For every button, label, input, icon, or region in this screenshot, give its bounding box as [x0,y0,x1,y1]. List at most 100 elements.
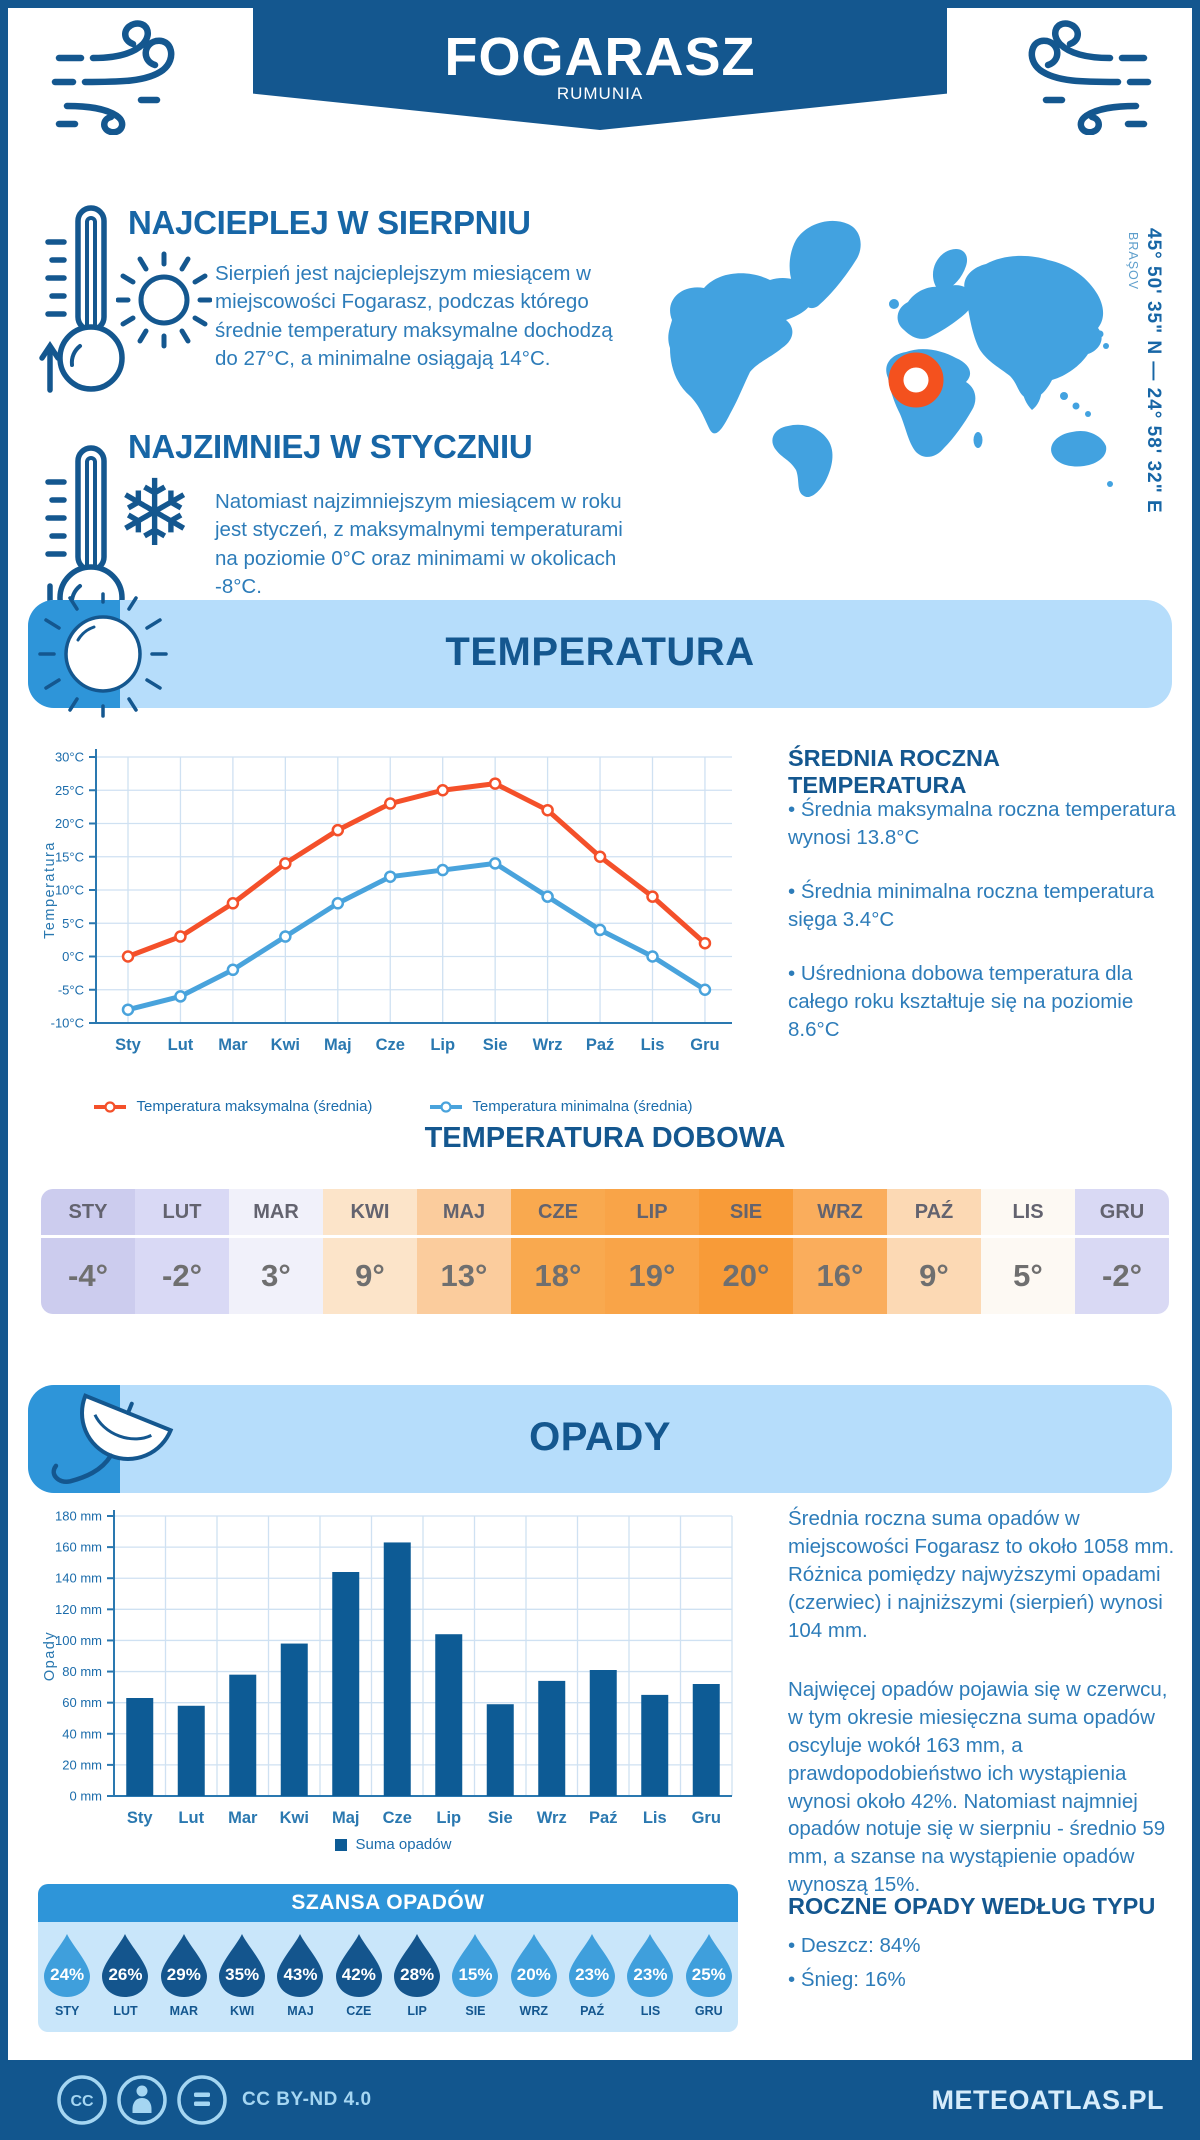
droplet-month: GRU [694,2004,723,2018]
table-month-header: LIS [981,1189,1075,1235]
droplet-month: SIE [465,2004,486,2018]
table-month-header: MAJ [417,1189,511,1235]
droplet-cell: 26% LUT [96,1922,154,2032]
data-point [174,930,187,943]
data-point [488,777,502,790]
data-point [226,963,240,977]
data-point [384,797,397,810]
table-month-header: STY [41,1189,135,1235]
droplet-percent: 23% [575,1965,610,1984]
umbrella-icon [51,1393,174,1485]
svg-text:-10°C: -10°C [51,1016,84,1031]
svg-text:180 mm: 180 mm [55,1509,102,1524]
svg-text:30°C: 30°C [55,750,84,765]
droplet-percent: 26% [108,1965,143,1984]
data-point [488,857,502,870]
data-point [593,923,607,937]
data-point [331,897,345,910]
droplet-cell: 23% LIS [621,1922,679,2032]
precipitation-chart: 0 mm 20 mm 40 mm 60 mm 80 mm 100 mm 120 mm 140 … [40,1500,745,1845]
svg-text:15°C: 15°C [55,849,84,864]
svg-text:0 mm: 0 mm [70,1789,103,1804]
droplet-month: PAŹ [580,2004,605,2018]
data-point [279,930,292,943]
table-month-header: PAŹ [887,1189,981,1235]
precip-chance-droplets: 24% STY 26% LUT 29% MAR 35% KWI 43% MAJ 42% CZE 28% L… [38,1922,738,2032]
droplet-cell: 25% GRU [680,1922,738,2032]
precip-paragraph: Najwięcej opadów pojawia się w czerwcu, … [788,1678,1168,1897]
svg-text:10°C: 10°C [55,883,84,898]
svg-text:Wrz: Wrz [537,1809,567,1827]
svg-text:100 mm: 100 mm [55,1633,102,1648]
table-temp-value: 13° [417,1235,511,1314]
annual-temp-bullet: • Średnia maksymalna roczna temperatura … [788,798,1176,849]
legend-marker [430,1100,463,1113]
svg-text:Cze: Cze [376,1036,405,1054]
bar [589,1670,617,1796]
droplet-icon [568,1934,615,1997]
svg-text:Paź: Paź [589,1809,617,1827]
droplet-cell: 15% SIE [446,1922,504,2032]
svg-text:Maj: Maj [332,1809,360,1827]
droplet-percent: 28% [400,1965,435,1984]
droplet-month: LUT [113,2004,138,2018]
annual-temp-heading: ŚREDNIA ROCZNA TEMPERATURA [788,745,1000,798]
svg-text:Lip: Lip [436,1809,461,1827]
line-series [125,781,708,959]
bar [383,1542,411,1796]
table-temp-value: 9° [887,1235,981,1314]
droplet-month: LIS [640,2004,661,2018]
legend-label: Suma opadów [355,1836,452,1853]
legend-item: Temperatura maksymalna (średnia) [92,1098,372,1115]
table-temp-value: 5° [981,1235,1075,1314]
bar [435,1634,463,1796]
precip-type-bullet: • Śnieg: 16% [788,1968,906,1991]
svg-text:CC: CC [70,2093,94,2110]
legend-item: Suma opadów [334,1836,452,1853]
page-subtitle: RUMUNIA [556,84,644,103]
droplet-percent: 15% [458,1965,493,1984]
data-point [174,990,187,1003]
legend-label: Temperatura minimalna (średnia) [472,1098,693,1115]
svg-text:Maj: Maj [324,1036,352,1054]
table-temp-value: 3° [229,1235,323,1314]
precip-chance-box: SZANSA OPADÓW 24% STY 26% LUT 29% MAR 35% KWI 43… [38,1884,738,2032]
droplet-percent: 35% [225,1965,260,1984]
droplet-cell: 28% LIP [388,1922,446,2032]
table-month-header: KWI [323,1189,417,1235]
droplet-month: KWI [229,2004,255,2018]
svg-text:0°C: 0°C [62,949,84,964]
data-point [121,950,135,963]
precip-chance-heading: SZANSA OPADÓW [38,1884,738,1922]
table-column: WRZ 16° [793,1189,887,1314]
legend-label: Temperatura maksymalna (średnia) [136,1098,373,1115]
svg-text:-5°C: -5°C [58,982,84,997]
table-month-header: WRZ [793,1189,887,1235]
legend-item: Temperatura minimalna (średnia) [428,1098,693,1115]
data-point [384,870,397,883]
droplet-icon [335,1934,382,1997]
bar [538,1680,566,1796]
page-title: FOGARASZ [444,27,756,87]
droplet-cell: 29% MAR [155,1922,213,2032]
svg-text:25°C: 25°C [55,783,84,798]
table-temp-value: 19° [605,1235,699,1314]
svg-text:Gru: Gru [690,1036,719,1054]
droplet-percent: 43% [283,1965,318,1984]
bar [280,1643,308,1796]
svg-text:Sie: Sie [483,1036,508,1054]
bar [692,1684,720,1796]
sun-icon [116,251,212,349]
warm-heading: NAJCIEPLEJ W SIERPNIU [128,204,531,241]
map-region-label: BRAŞOV [1126,232,1140,291]
data-point [646,890,659,903]
table-column: CZE 18° [511,1189,605,1314]
table-month-header: SIE [699,1189,793,1235]
table-column: LIS 5° [981,1189,1075,1314]
precipitation-bar-chart: 0 mm 20 mm 40 mm 60 mm 80 mm 100 mm 120 mm 140 … [42,1509,733,1827]
droplet-month: WRZ [519,2004,549,2018]
svg-text:Paź: Paź [586,1036,614,1054]
footer: CC CC BY-ND 4.0 METEOATLAS.PL [0,2060,1200,2140]
droplet-icon [452,1934,499,1997]
